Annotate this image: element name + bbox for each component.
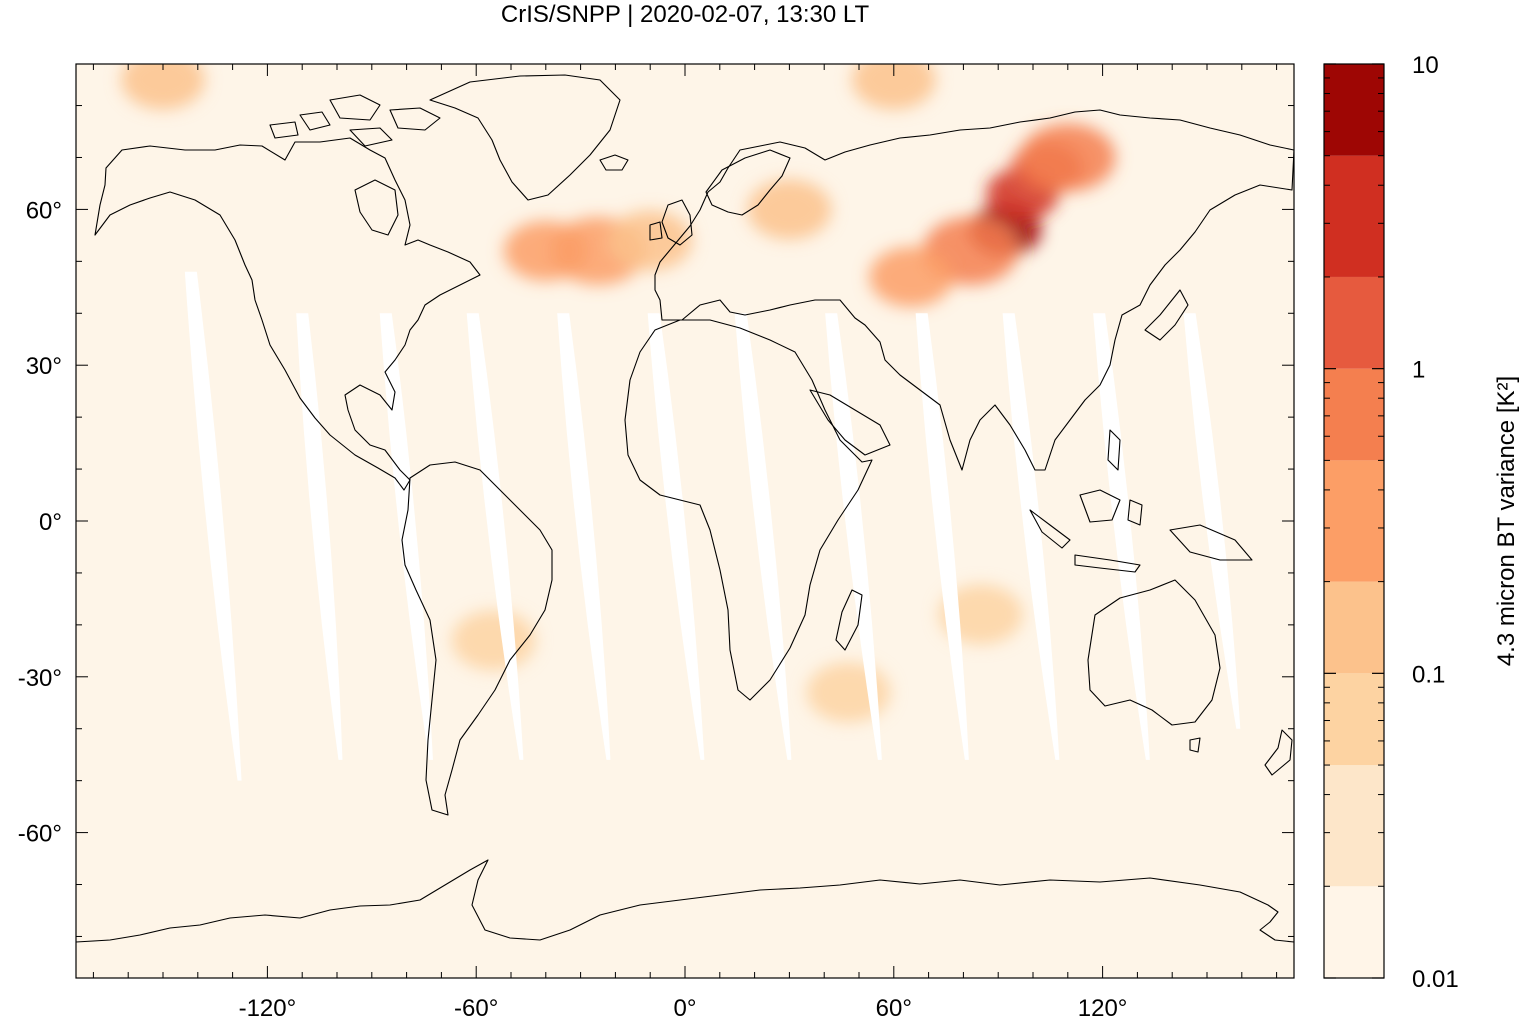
colorbar-tick-label: 1: [1412, 357, 1425, 384]
coastline-hudson-bay: [354, 179, 399, 236]
swath-gap-1: [296, 313, 343, 760]
swath-gap-11: [1183, 313, 1241, 729]
colorbar-tick-label: 10: [1412, 52, 1439, 79]
coastline-greenland: [429, 74, 621, 201]
variance-hotspot-9: [747, 179, 832, 240]
y-tick-label: 30°: [26, 353, 62, 380]
colorbar-bin-2: [1324, 673, 1384, 766]
colorbar-ticks: 10 1 0.1 0.01: [1324, 52, 1459, 993]
colorbar-bin-5: [1324, 368, 1384, 461]
colorbar-bin-6: [1324, 276, 1384, 369]
coastline-africa: [624, 319, 873, 701]
coastline-arctic-islands: [269, 94, 441, 147]
swath-gap-6: [734, 313, 792, 760]
coastline-north-america: [94, 137, 481, 491]
variance-hotspot-12: [451, 610, 536, 671]
colorbar-label: 4.3 micron BT variance [K²]: [1493, 376, 1520, 666]
colorbar-tick-label: 0.1: [1412, 661, 1445, 688]
colorbar-bin-4: [1324, 460, 1384, 582]
swath-gap-7: [825, 313, 882, 760]
coastline-arabia: [809, 389, 891, 456]
y-tick-label: 60°: [26, 197, 62, 224]
x-tick-label: -60°: [454, 995, 498, 1020]
x-tick-label: 0°: [674, 995, 697, 1020]
colorbar-frame: [1323, 63, 1385, 979]
swath-gap-9: [1002, 313, 1060, 760]
y-tick-label: -60°: [18, 821, 62, 848]
y-tick-label: 0°: [39, 509, 62, 536]
colorbar-bin-7: [1324, 155, 1384, 277]
variance-hotspot-10: [121, 64, 205, 110]
x-tick-label: -120°: [239, 995, 297, 1020]
variance-hotspot-8: [869, 246, 954, 307]
swath-gap-8: [915, 313, 969, 760]
swath-gap-0: [184, 271, 242, 781]
swath-gap-2: [379, 313, 433, 760]
variance-hotspot-4: [1020, 123, 1116, 192]
swath-gap-10: [1093, 313, 1150, 760]
colorbar: 10 1 0.1 0.01 4.3 micron BT variance [K²]: [1323, 52, 1520, 993]
swath-gap-5: [647, 313, 705, 760]
colorbar-bins: [1324, 64, 1384, 978]
x-tick-label: 120°: [1078, 995, 1128, 1020]
swath-gaps: [184, 271, 1241, 781]
y-axis: 60° 30° 0° -30° -60°: [18, 105, 1294, 937]
coastline-new-zealand: [1264, 729, 1293, 776]
map-panel: -120° -60° 0° 60° 120° 60° 30° 0° -30° -60°: [18, 63, 1295, 1020]
coastline-antarctica: [76, 859, 1294, 943]
x-tick-label: 60°: [876, 995, 912, 1020]
y-tick-label: -30°: [18, 665, 62, 692]
coastline-iceland: [599, 154, 629, 171]
variance-hotspot-7: [608, 210, 693, 271]
colorbar-bin-0: [1324, 886, 1384, 978]
coastline-scandinavia: [705, 149, 791, 216]
variance-hotspot-6: [503, 220, 588, 281]
coastline-japan: [1144, 289, 1189, 341]
coastline-madagascar: [835, 589, 863, 651]
map-background: [76, 64, 1294, 978]
chart-title: CrIS/SNPP | 2020-02-07, 13:30 LT: [501, 1, 870, 28]
x-axis: -120° -60° 0° 60° 120°: [92, 64, 1278, 1020]
coastline-british-isles: [649, 199, 693, 246]
swath-gap-3: [466, 313, 524, 760]
colorbar-bin-1: [1324, 765, 1384, 887]
coastlines: [76, 74, 1294, 943]
coastline-australia: [1087, 579, 1221, 726]
colorbar-tick-label: 0.01: [1412, 966, 1459, 993]
coastline-eurasia: [654, 109, 1294, 471]
coastline-tasmania: [1189, 737, 1201, 753]
colorbar-bin-3: [1324, 581, 1384, 674]
coastline-south-america: [401, 461, 553, 816]
colorbar-bin-8: [1324, 64, 1384, 156]
variance-hotspot-11: [851, 64, 936, 110]
swath-gap-4: [557, 313, 611, 760]
coastline-indonesia: [1029, 429, 1253, 573]
